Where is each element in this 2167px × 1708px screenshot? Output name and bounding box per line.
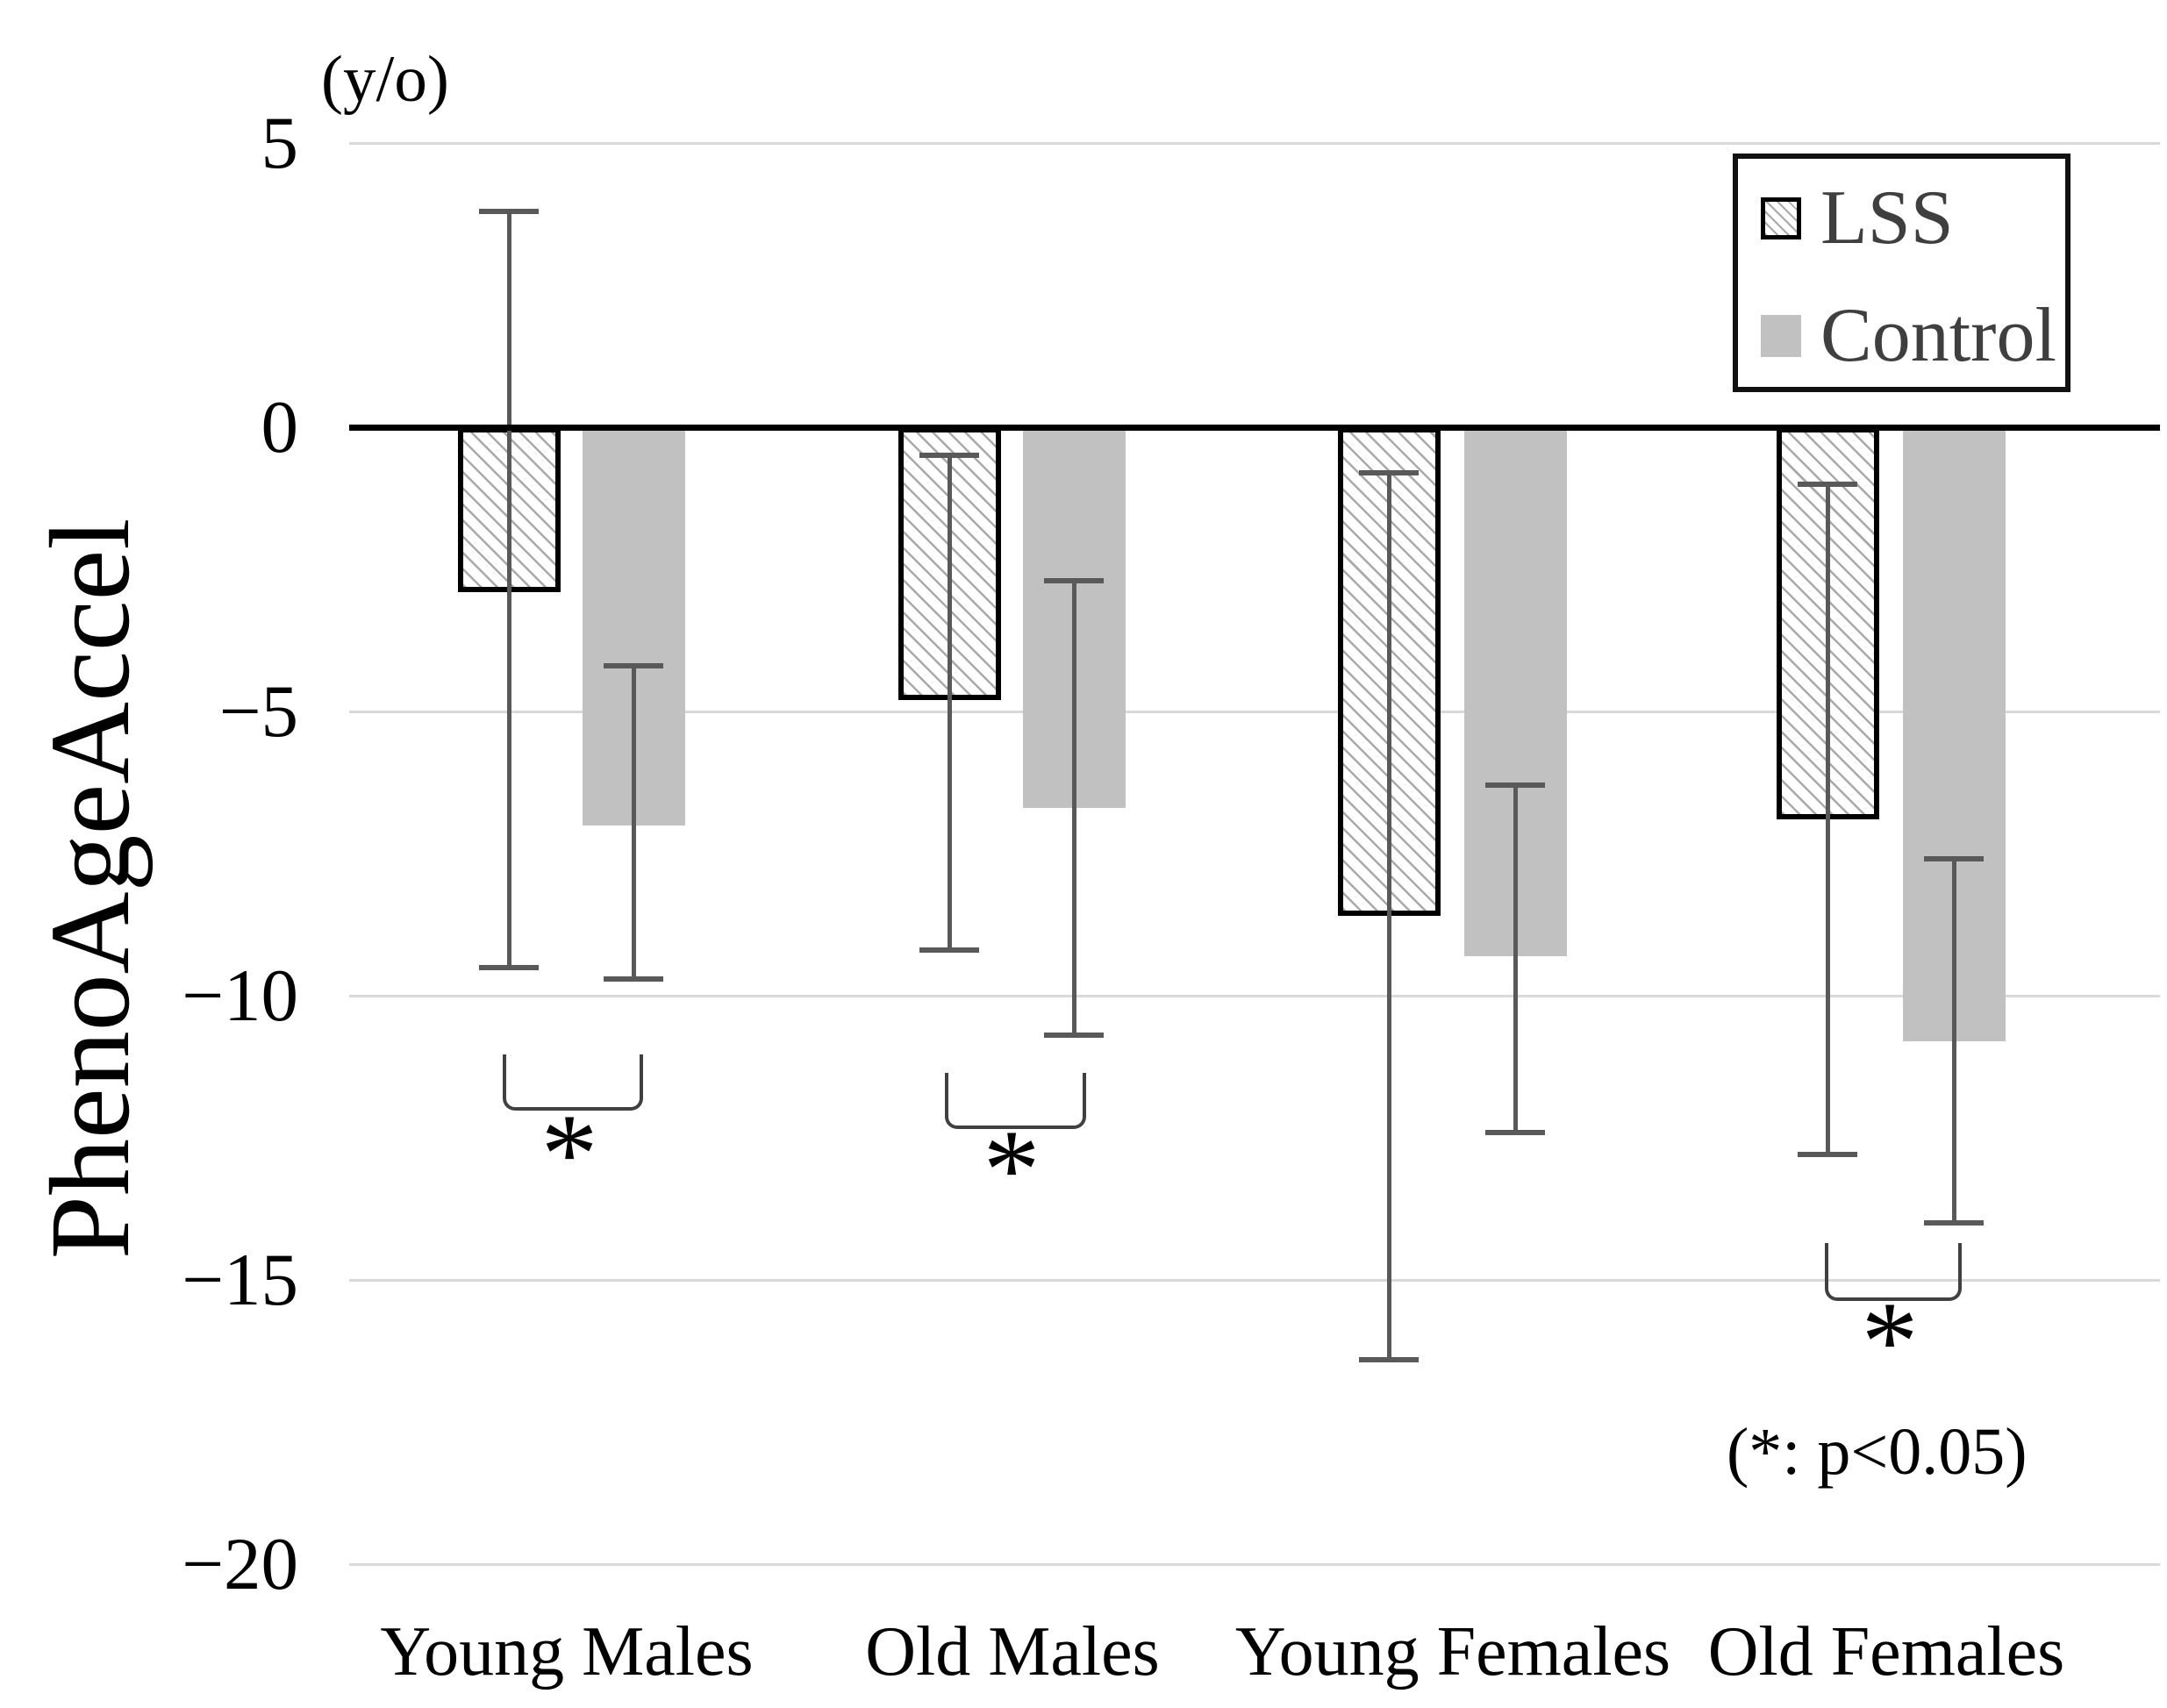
error-cap-top xyxy=(1798,481,1857,487)
sig-bracket-old-males xyxy=(945,1073,1086,1129)
error-cap-top xyxy=(1924,856,1984,862)
y-tick-label: −20 xyxy=(182,1523,298,1605)
sig-asterisk-young-males: * xyxy=(540,1090,598,1218)
sig-bracket-young-males xyxy=(503,1054,643,1111)
sig-bracket-old-females xyxy=(1825,1243,1962,1301)
error-cap-bottom xyxy=(604,975,663,982)
gridline-y--5 xyxy=(349,710,2160,713)
gridline-y--20 xyxy=(349,1562,2160,1566)
error-bar-lss-young-males xyxy=(506,211,511,968)
sig-asterisk-old-males: * xyxy=(983,1106,1041,1233)
y-tick-label: −15 xyxy=(182,1239,298,1321)
error-bar-control-old-females xyxy=(1951,859,1956,1224)
error-bar-control-young-males xyxy=(631,666,636,979)
error-cap-bottom xyxy=(1044,1033,1104,1039)
error-cap-top xyxy=(1044,577,1104,583)
error-bar-lss-young-females xyxy=(1386,472,1391,1360)
y-axis-title: PhenoAgeAccel xyxy=(27,518,154,1260)
error-cap-top xyxy=(604,663,663,669)
error-cap-bottom xyxy=(1924,1220,1984,1226)
error-cap-bottom xyxy=(1798,1152,1857,1158)
gridline-y--10 xyxy=(349,994,2160,997)
error-cap-bottom xyxy=(1359,1356,1419,1362)
error-bar-control-young-females xyxy=(1513,785,1518,1133)
error-bar-lss-old-males xyxy=(947,455,952,951)
error-cap-top xyxy=(919,453,979,459)
error-bar-lss-old-females xyxy=(1825,483,1830,1155)
y-tick-label: −10 xyxy=(182,954,298,1037)
sig-asterisk-old-females: * xyxy=(1861,1278,1919,1405)
lss-hatched-swatch-icon xyxy=(1761,197,1801,239)
x-category-label-young-females: Young Females xyxy=(1234,1613,1671,1690)
error-cap-top xyxy=(1485,783,1545,789)
x-category-label-old-males: Old Males xyxy=(865,1613,1160,1690)
x-category-label-young-males: Young Males xyxy=(380,1613,754,1690)
significance-note: (*: p<0.05) xyxy=(1727,1415,2028,1489)
x-category-label-old-females: Old Females xyxy=(1707,1613,2065,1690)
error-cap-bottom xyxy=(1485,1129,1545,1135)
error-bar-control-old-males xyxy=(1071,580,1076,1036)
y-tick-label: 0 xyxy=(261,386,299,468)
error-cap-bottom xyxy=(919,947,979,954)
x-axis-zero-line xyxy=(349,424,2160,431)
legend-label-control: Control xyxy=(1820,293,2056,378)
gridline-y--15 xyxy=(349,1278,2160,1282)
legend-item-lss: LSS xyxy=(1761,180,1954,257)
y-tick-label: −5 xyxy=(218,670,298,753)
legend-label-lss: LSS xyxy=(1820,175,1954,261)
y-axis-unit-label: (y/o) xyxy=(321,43,449,116)
control-solid-swatch-icon xyxy=(1761,315,1801,357)
legend-item-control: Control xyxy=(1761,297,2056,375)
error-cap-top xyxy=(479,208,539,214)
legend: LSS Control xyxy=(1733,154,2070,392)
error-cap-bottom xyxy=(479,964,539,970)
error-cap-top xyxy=(1359,469,1419,475)
gridline-y-5 xyxy=(349,141,2160,145)
y-tick-label: 5 xyxy=(261,102,299,184)
